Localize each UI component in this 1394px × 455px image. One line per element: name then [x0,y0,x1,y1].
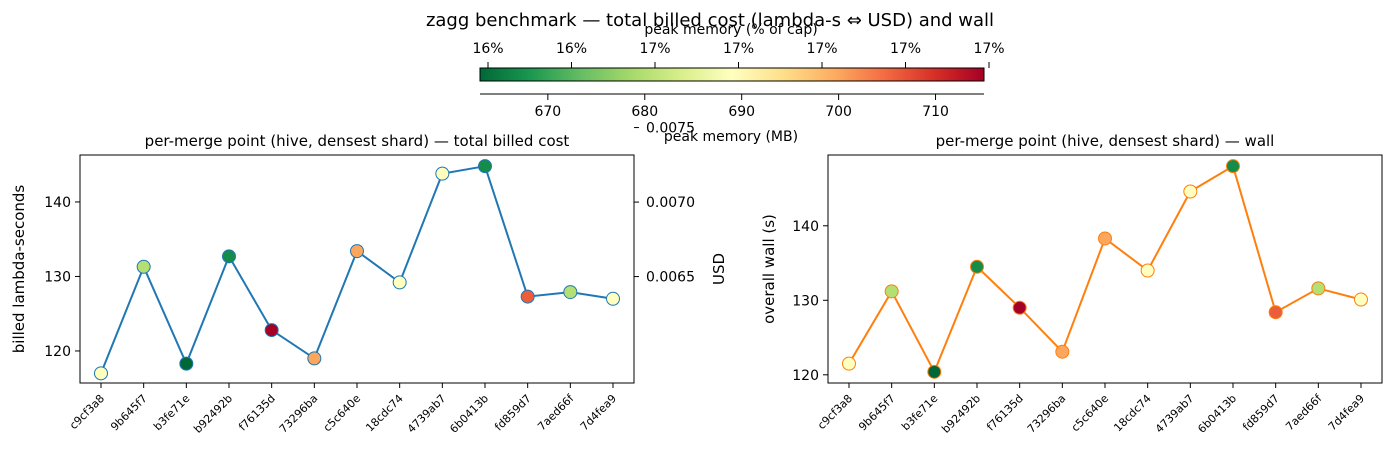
x-tick-label: fd859d7 [1240,392,1282,434]
data-point [1226,159,1240,174]
x-tick-label: f76135d [984,392,1026,434]
data-point [563,285,578,300]
colorbar-top-tick-label: 17% [973,41,1004,57]
x-tick-label: 4739ab7 [1153,392,1197,436]
x-tick-label: 7d4fea9 [578,392,619,433]
figure-title: zagg benchmark — total billed cost (lamb… [426,10,994,31]
colorbar-tick-label: 710 [922,104,949,120]
x-tick-label: 73296ba [1025,392,1069,436]
colorbar-top-tick-label: 17% [806,41,837,57]
data-point [1055,344,1070,359]
x-tick-label: 6b0413b [447,392,491,436]
x-tick-label: f76135d [236,392,278,434]
colorbar-top-label: peak memory (% of cap) [644,22,817,38]
y2-axis-label: USD [710,253,728,285]
data-point [179,356,194,371]
data-point [842,356,856,371]
colorbar-tick-label: 700 [825,104,852,120]
colorbar-top-tick-label: 17% [890,41,921,57]
data-point [884,284,899,299]
x-tick-label: 4739ab7 [405,392,449,436]
data-point [94,366,108,381]
colorbar: peak memory (% of cap) 16% 16% 17% 17% 17% 17… [472,22,1004,145]
data-point [1098,231,1112,246]
data-point [435,166,450,181]
panel-title: per-merge point (hive, densest shard) — … [145,132,570,150]
y-tick-label: 130 [792,293,819,309]
colorbar-top-tick-label: 16% [472,41,503,57]
x-tick-label: 6b0413b [1195,392,1239,436]
data-point [1140,263,1155,278]
x-tick-label: 18cdc74 [1111,392,1153,434]
x-tick-label: 18cdc74 [363,392,405,434]
data-point [1268,305,1283,320]
data-point [392,275,407,290]
y2-tick-label: 0.0075 [646,121,695,137]
x-tick-label: c5c640e [321,392,363,434]
data-point [1012,300,1027,315]
x-tick-label: fd859d7 [492,392,534,434]
y-tick-label: 140 [44,195,71,211]
cost-panel: per-merge point (hive, densest shard) — … [10,121,728,436]
axes-frame [79,154,635,384]
x-tick-label: c5c640e [1069,392,1111,434]
y-tick-label: 140 [792,219,819,235]
x-tick-label: 73296ba [277,392,321,436]
colorbar-label: peak memory (MB) [664,129,798,145]
x-tick-label: c9cf3a8 [67,392,107,432]
colorbar-top-tick-label: 17% [723,41,754,57]
data-point [1183,184,1198,199]
x-tick-label: 9b645f7 [856,392,898,434]
y2-tick-label: 0.0065 [646,270,695,286]
colorbar-tick-label: 690 [728,104,755,120]
data-point [307,351,322,366]
x-tick-label: b3fe71e [899,392,940,433]
data-point [222,249,236,264]
data-point [264,323,279,338]
x-tick-label: c9cf3a8 [815,392,855,432]
x-tick-label: b3fe71e [151,392,192,433]
data-point [606,291,620,306]
x-tick-label: 9b645f7 [108,392,150,434]
colorbar-top-tick-label: 17% [639,41,670,57]
data-point [478,159,492,174]
data-point [1354,292,1368,307]
x-tick-label: 7aed66f [535,391,577,433]
y2-tick-label: 0.0070 [646,195,695,211]
series-line [100,165,614,374]
colorbar-tick-label: 680 [631,104,658,120]
panel-title: per-merge point (hive, densest shard) — … [936,132,1275,150]
x-tick-label: b92492b [191,392,235,436]
data-point [520,289,535,304]
colorbar-tick-label: 670 [534,104,561,120]
data-point [927,364,942,379]
y-axis-label: overall wall (s) [760,214,778,324]
data-point [970,259,984,274]
y-tick-label: 120 [792,368,819,384]
y-axis-label: billed lambda-seconds [10,185,28,354]
x-tick-label: 7aed66f [1283,391,1325,433]
axes-frame [827,154,1383,384]
wall-panel: per-merge point (hive, densest shard) — … [760,132,1383,436]
data-point [350,244,364,259]
y-tick-label: 120 [44,344,71,360]
y-tick-label: 130 [44,269,71,285]
colorbar-top-tick-label: 16% [556,41,587,57]
x-tick-label: 7d4fea9 [1326,392,1367,433]
data-point [136,259,151,274]
colorbar-gradient [479,67,985,82]
data-point [1311,281,1326,296]
series-line [848,164,1362,375]
x-tick-label: b92492b [939,392,983,436]
